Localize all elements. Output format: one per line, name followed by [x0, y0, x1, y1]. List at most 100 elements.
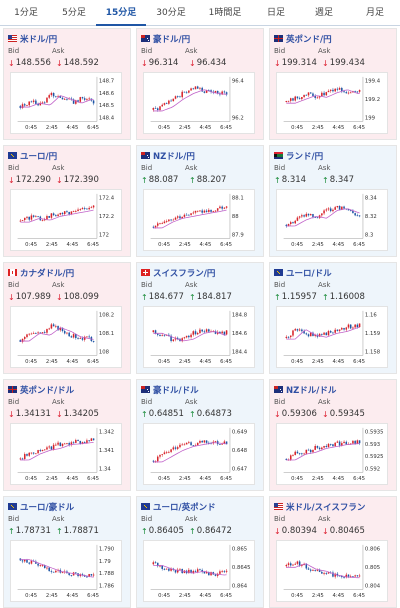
candle-body [43, 332, 46, 333]
candle-body [194, 210, 197, 213]
candle-body [318, 447, 321, 450]
candle-body [70, 442, 73, 445]
mini-candle-chart[interactable]: 0.5935 0.593 0.5925 0.592 0:45 2:45 4:45 6:45 [276, 423, 388, 485]
rate-card[interactable]: カナダドル/円 Bid Ask ↓ 107.989 ↓ 108.099 108.2 108.1 1… [3, 262, 131, 374]
candle-body [285, 101, 288, 103]
candle-body [314, 446, 316, 450]
candle-body [174, 217, 177, 220]
candle-body [312, 570, 314, 571]
pair-name[interactable]: 米ドル/スイスフラン [286, 502, 366, 513]
bid-price: ↓ 172.290 [8, 174, 56, 186]
tab-4[interactable]: 30分足 [156, 8, 186, 18]
rate-card[interactable]: 豪ドル/円 Bid Ask ↓ 96.314 ↓ 96.434 96.4 96.2 0:45 2:4… [136, 28, 264, 140]
bid-price: ↑ 0.86405 [141, 525, 189, 537]
moving-average-line [286, 208, 360, 227]
rate-card[interactable]: 豪ドル/ドル Bid Ask ↑ 0.64851 ↑ 0.64873 0.649 0.648 0.… [136, 379, 264, 491]
x-tick-label: 2:45 [179, 476, 191, 482]
mini-candle-chart[interactable]: 8.34 8.32 8.3 0:45 2:45 4:45 6:45 [276, 189, 388, 251]
tab-8[interactable]: 月足 [365, 8, 384, 18]
pair-name[interactable]: ユーロ/円 [20, 151, 58, 162]
rate-card[interactable]: 英ポンド/ドル Bid Ask ↓ 1.34131 ↓ 1.34205 1.342 1.341 1… [3, 379, 131, 491]
tab-7[interactable]: 週足 [314, 8, 333, 18]
mini-candle-chart[interactable]: 96.4 96.2 0:45 2:45 4:45 6:45 [143, 72, 255, 134]
rate-card[interactable]: ユーロ/円 Bid Ask ↓ 172.290 ↓ 172.390 172.4 172.2 172… [3, 145, 131, 257]
rate-card[interactable]: 英ポンド/円 Bid Ask ↓ 199.314 ↓ 199.434 199.4 199.2 19… [269, 28, 397, 140]
pair-name[interactable]: ユーロ/英ポンド [153, 502, 216, 513]
pair-name[interactable]: スイスフラン/円 [153, 268, 216, 279]
candle-body [165, 221, 168, 222]
pair-name[interactable]: 豪ドル/円 [153, 34, 191, 45]
ask-value: 0.86472 [196, 526, 232, 536]
moving-average-line [286, 563, 360, 579]
tab-1[interactable]: 1分足 [14, 8, 38, 18]
flag-au-icon [141, 35, 150, 42]
pair-name[interactable]: NZドル/ドル [286, 385, 337, 396]
pair-name[interactable]: 英ポンド/ドル [20, 385, 75, 396]
pair-header: 英ポンド/ドル [8, 383, 126, 396]
mini-candle-chart[interactable]: 0.865 0.8645 0.864 0:45 2:45 4:45 6:45 [143, 540, 255, 602]
pair-name[interactable]: 豪ドル/ドル [153, 385, 199, 396]
mini-candle-chart[interactable]: 199.4 199.2 199 0:45 2:45 4:45 6:45 [276, 72, 388, 134]
candle-body [309, 569, 312, 571]
candle-body [30, 560, 33, 564]
tab-2[interactable]: 5分足 [62, 8, 86, 18]
pair-name[interactable]: 英ポンド/円 [286, 34, 332, 45]
candle-body [57, 325, 59, 331]
pair-name[interactable]: ランド/円 [286, 151, 324, 162]
rate-card[interactable]: NZドル/ドル Bid Ask ↓ 0.59306 ↓ 0.59345 0.5935 0.593… [269, 379, 397, 491]
rate-card[interactable]: ユーロ/豪ドル Bid Ask ↑ 1.78731 ↑ 1.78871 1.790 1.79 1.… [3, 496, 131, 608]
rate-card[interactable]: 米ドル/円 Bid Ask ↓ 148.556 ↓ 148.592 148.7 148.6 148… [3, 28, 131, 140]
candle-body [294, 329, 296, 331]
mini-candle-chart[interactable]: 148.7 148.6 148.5 148.4 0:45 2:45 4:45 6:45 [10, 72, 122, 134]
candle-body [170, 335, 172, 342]
mini-candle-chart[interactable]: 1.16 1.159 1.158 0:45 2:45 4:45 6:45 [276, 306, 388, 368]
x-tick-label: 0:45 [158, 359, 170, 365]
candle-body [37, 563, 39, 566]
pair-name[interactable]: ユーロ/ドル [286, 268, 332, 279]
y-tick-label: 184.4 [232, 349, 248, 355]
candle-body [345, 92, 348, 94]
candle-body [338, 329, 341, 331]
rate-card[interactable]: NZドル/円 Bid Ask ↑ 88.087 ↑ 88.207 88.1 88 87.9 0:45… [136, 145, 264, 257]
flag-us-icon [8, 35, 17, 42]
candle-body [161, 335, 163, 337]
moving-average-line [153, 89, 227, 112]
candle-body [26, 559, 28, 563]
candle-body [285, 224, 288, 227]
candle-body [32, 452, 35, 454]
candle-body [75, 211, 77, 212]
y-tick-label: 199 [365, 115, 375, 121]
bid-ask-labels: Bid Ask [8, 47, 126, 57]
candle-body [159, 454, 161, 457]
x-tick-label: 6:45 [87, 242, 99, 248]
pair-name[interactable]: ユーロ/豪ドル [20, 502, 75, 513]
candle-body [88, 207, 90, 210]
rate-card[interactable]: スイスフラン/円 Bid Ask ↑ 184.677 ↑ 184.817 184.8 184.6… [136, 262, 264, 374]
rate-card[interactable]: 米ドル/スイスフラン Bid Ask ↓ 0.80394 ↓ 0.80465 0.806 0.8… [269, 496, 397, 608]
candle-body [352, 210, 354, 214]
candle-body [188, 442, 190, 444]
mini-candle-chart[interactable]: 88.1 88 87.9 0:45 2:45 4:45 6:45 [143, 189, 255, 251]
tab-6[interactable]: 日足 [266, 8, 285, 18]
rate-card[interactable]: ユーロ/ドル Bid Ask ↑ 1.15957 ↑ 1.16008 1.16 1.159 1.1… [269, 262, 397, 374]
mini-candle-chart[interactable]: 108.2 108.1 108 0:45 2:45 4:45 6:45 [10, 306, 122, 368]
tab-5[interactable]: 1時間足 [208, 8, 242, 18]
pair-name[interactable]: 米ドル/円 [20, 34, 58, 45]
mini-candle-chart[interactable]: 184.8 184.6 184.4 0:45 2:45 4:45 6:45 [143, 306, 255, 368]
mini-candle-chart[interactable]: 172.4 172.2 172 0:45 2:45 4:45 6:45 [10, 189, 122, 251]
candle-body [79, 440, 82, 444]
mini-candle-chart[interactable]: 1.790 1.79 1.788 1.786 0:45 2:45 4:45 6:45 [10, 540, 122, 602]
pair-name[interactable]: カナダドル/円 [20, 268, 75, 279]
pair-name[interactable]: NZドル/円 [153, 151, 195, 162]
tab-3[interactable]: 15分足 [96, 0, 146, 26]
candle-body [336, 329, 339, 331]
candle-body [294, 563, 296, 565]
rate-card[interactable]: ユーロ/英ポンド Bid Ask ↑ 0.86405 ↑ 0.86472 0.865 0.864… [136, 496, 264, 608]
mini-candle-chart[interactable]: 0.806 0.805 0.804 0:45 2:45 4:45 6:45 [276, 540, 388, 602]
mini-candle-chart[interactable]: 1.342 1.341 1.34 0:45 2:45 4:45 6:45 [10, 423, 122, 485]
candle-body [61, 443, 64, 447]
mini-candle-chart[interactable]: 0.649 0.648 0.647 0:45 2:45 4:45 6:45 [143, 423, 255, 485]
x-tick-label: 6:45 [353, 359, 365, 365]
rate-card[interactable]: ランド/円 Bid Ask ↑ 8.314 ↑ 8.347 8.34 8.32 8.3 0:45 2:… [269, 145, 397, 257]
candle-body [307, 449, 310, 451]
